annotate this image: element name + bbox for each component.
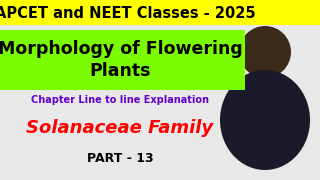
Text: Morphology of Flowering
Plants: Morphology of Flowering Plants (0, 40, 242, 80)
Ellipse shape (239, 26, 291, 78)
FancyBboxPatch shape (0, 30, 245, 90)
Text: Solanaceae Family: Solanaceae Family (27, 119, 213, 137)
Text: Chapter Line to line Explanation: Chapter Line to line Explanation (31, 95, 209, 105)
FancyBboxPatch shape (0, 0, 320, 25)
Text: PART - 13: PART - 13 (87, 152, 153, 165)
Text: EAPCET and NEET Classes - 2025: EAPCET and NEET Classes - 2025 (0, 6, 255, 21)
Ellipse shape (220, 70, 310, 170)
